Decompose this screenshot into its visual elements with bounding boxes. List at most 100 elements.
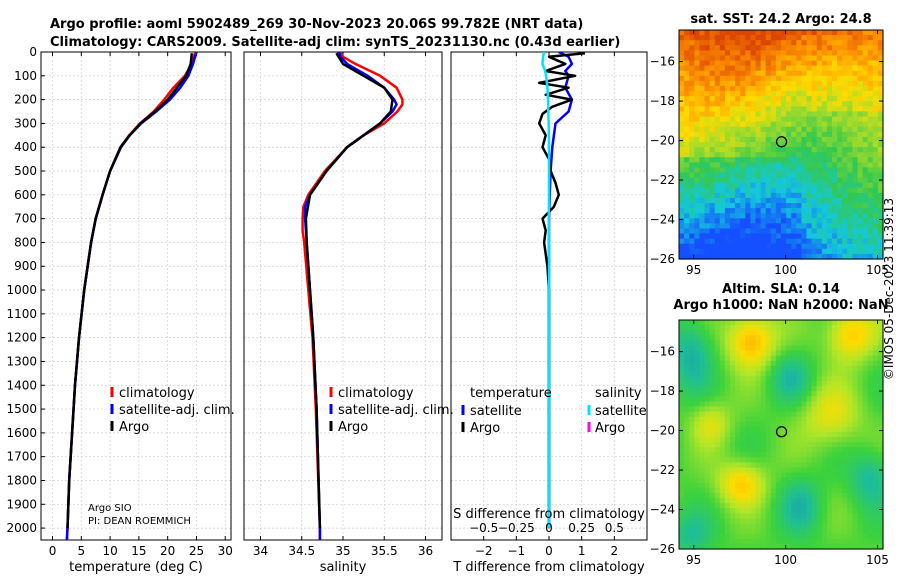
map-cell [801, 60, 808, 67]
map-cell [750, 121, 757, 128]
map-cell [724, 396, 731, 403]
map-cell [775, 213, 782, 219]
map-cell [709, 147, 716, 153]
map-cell [745, 391, 751, 397]
map-cell [872, 101, 879, 107]
map-cell [842, 50, 848, 57]
map-cell [755, 335, 762, 341]
map-cell [796, 141, 802, 148]
map-cell [760, 386, 767, 392]
map-cell [862, 477, 869, 484]
map-cell [806, 172, 813, 179]
map-cell [806, 167, 813, 174]
map-cell [806, 55, 813, 62]
map-cell [730, 177, 736, 184]
map-cell [719, 121, 726, 128]
map-cell [735, 101, 741, 107]
map-cell [709, 365, 716, 372]
map-cell [740, 370, 746, 377]
map-cell [730, 401, 736, 408]
map-cell [786, 487, 792, 494]
map-cell [796, 238, 802, 245]
map-cell [694, 157, 700, 163]
map-cell [826, 157, 833, 163]
map-cell [801, 80, 808, 87]
map-cell [740, 442, 746, 448]
map-cell [872, 355, 879, 362]
map-cell [730, 157, 736, 163]
map-cell [775, 381, 782, 387]
map-cell [775, 208, 782, 214]
x-tick-label: 20 [160, 544, 175, 558]
map-cell [847, 416, 853, 423]
map-cell [862, 248, 869, 255]
map-cell [811, 65, 818, 72]
map-cell [709, 375, 716, 382]
map-cell [765, 365, 772, 372]
map-cell [679, 452, 685, 458]
map-cell [872, 233, 879, 240]
map-cell [842, 457, 848, 464]
map-cell [694, 80, 700, 87]
x-tick-label: 34 [253, 544, 268, 558]
map-cell [796, 177, 802, 184]
map-cell [689, 96, 695, 102]
map-cell [821, 503, 828, 509]
map-cell [877, 147, 884, 153]
map-cell [811, 421, 818, 428]
map-cell [837, 96, 843, 102]
map-cell [730, 437, 736, 443]
map-cell [791, 203, 797, 209]
map-cell [709, 50, 716, 57]
map-cell [872, 192, 879, 199]
map-cell [852, 437, 859, 443]
map-cell [699, 238, 706, 245]
map-cell [786, 85, 792, 92]
map-cell [786, 233, 792, 240]
map-cell [709, 457, 716, 464]
map-cell [689, 136, 695, 143]
map-cell [770, 65, 777, 72]
map-cell [821, 452, 828, 458]
map-cell [740, 187, 746, 194]
map-cell [760, 401, 767, 408]
map-cell [760, 248, 767, 255]
map-cell [862, 203, 869, 209]
map-cell [811, 487, 818, 494]
map-cell [755, 381, 762, 387]
map-cell [699, 325, 706, 331]
map-cell [760, 70, 767, 77]
map-cell [842, 401, 848, 408]
map-cell [816, 172, 823, 179]
map-cell [724, 421, 731, 428]
map-cell [740, 96, 746, 102]
map-cell [770, 320, 777, 326]
map-cell [689, 375, 695, 382]
map-cell [786, 218, 792, 224]
map-cell [684, 487, 690, 494]
map-cell [694, 248, 700, 255]
map-cell [755, 45, 762, 51]
map-cell [837, 472, 843, 479]
map-cell [821, 218, 828, 224]
map-cell [837, 462, 843, 469]
map-cell [719, 462, 726, 469]
map-cell [847, 192, 853, 199]
map-cell [857, 253, 864, 260]
map-cell [704, 91, 711, 97]
map-cell [821, 101, 828, 107]
map-x-tick-label: 105 [866, 553, 889, 567]
map-cell [857, 477, 864, 484]
map-cell [704, 75, 711, 82]
map-cell [842, 147, 848, 153]
map-cell [735, 218, 741, 224]
map-cell [704, 187, 711, 194]
map-cell [796, 518, 802, 525]
map-cell [842, 391, 848, 397]
map-cell [816, 75, 823, 82]
map-cell [857, 172, 864, 179]
map-cell [801, 396, 808, 403]
map-cell [852, 91, 859, 97]
map-cell [877, 391, 884, 397]
